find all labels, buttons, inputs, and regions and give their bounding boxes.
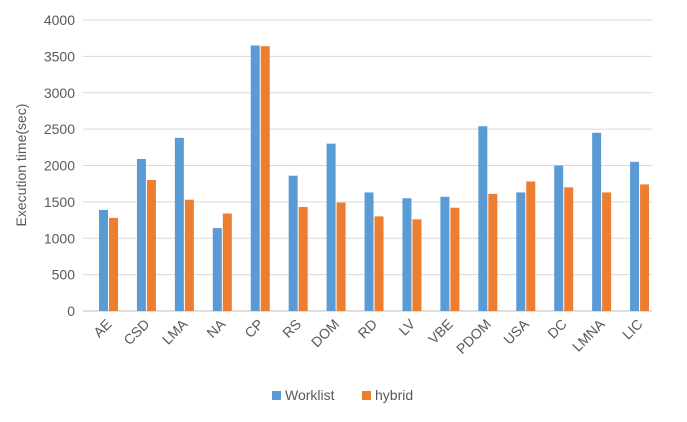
x-tick-label: LMA xyxy=(159,315,191,347)
x-tick-label: RS xyxy=(279,316,304,341)
x-tick-label: RD xyxy=(355,316,381,342)
bar-hybrid-rd xyxy=(374,216,384,311)
legend-swatch-hybrid xyxy=(362,391,371,400)
bar-worklist-dc xyxy=(554,165,564,311)
x-tick-label: VBE xyxy=(425,316,456,347)
bar-worklist-cp xyxy=(250,45,260,312)
y-tick-label: 0 xyxy=(67,303,75,319)
y-tick-label: 3000 xyxy=(44,85,75,101)
x-tick-label: LIC xyxy=(619,316,646,343)
bar-worklist-ae xyxy=(99,209,108,311)
bar-hybrid-pdom xyxy=(488,193,498,311)
bar-hybrid-dom xyxy=(336,202,346,311)
x-tick-label: DC xyxy=(544,316,570,342)
bar-hybrid-lmna xyxy=(602,192,612,311)
y-tick-label: 2000 xyxy=(44,158,75,174)
bar-hybrid-lma xyxy=(184,199,194,311)
bar-hybrid-lic xyxy=(640,184,650,311)
bar-hybrid-usa xyxy=(526,181,536,311)
bar-worklist-lma xyxy=(174,137,184,311)
legend-label-hybrid: hybrid xyxy=(375,387,413,403)
legend: Worklist hybrid xyxy=(272,387,413,403)
bar-worklist-lmna xyxy=(592,132,602,311)
bar-worklist-pdom xyxy=(478,126,488,311)
bar-worklist-na xyxy=(212,228,222,311)
y-tick-label: 500 xyxy=(52,267,76,283)
y-axis-title: Execution time(sec) xyxy=(13,104,29,227)
bar-hybrid-ae xyxy=(109,217,118,311)
bar-worklist-lic xyxy=(630,161,640,311)
x-tick-label: DOM xyxy=(308,316,342,350)
x-tick-label: CSD xyxy=(120,316,152,348)
bar-hybrid-lv xyxy=(412,219,422,311)
y-tick-label: 1000 xyxy=(44,230,75,246)
legend-label-worklist: Worklist xyxy=(285,387,335,403)
x-tick-label: LV xyxy=(395,315,418,338)
bar-hybrid-na xyxy=(222,213,232,311)
y-tick-label: 2500 xyxy=(44,121,75,137)
y-tick-label: 4000 xyxy=(44,12,75,28)
x-tick-label: USA xyxy=(500,315,532,347)
bar-worklist-rd xyxy=(364,192,374,311)
y-tick-label: 1500 xyxy=(44,194,75,210)
bar-worklist-rs xyxy=(288,175,298,311)
legend-swatch-worklist xyxy=(272,391,281,400)
bar-hybrid-csd xyxy=(146,180,156,311)
bar-worklist-vbe xyxy=(440,196,450,311)
bars xyxy=(99,45,650,312)
x-tick-label: NA xyxy=(203,315,229,341)
bar-hybrid-cp xyxy=(260,46,270,311)
x-tick-label: LMNA xyxy=(569,315,608,354)
bar-hybrid-vbe xyxy=(450,207,460,311)
bar-worklist-csd xyxy=(136,158,146,311)
y-tick-label: 3500 xyxy=(44,48,75,64)
x-tick-label: CP xyxy=(241,316,266,341)
x-tick-label: AE xyxy=(90,316,115,341)
bar-worklist-lv xyxy=(402,198,412,311)
bar-hybrid-rs xyxy=(298,206,308,311)
bar-worklist-dom xyxy=(326,143,336,311)
x-tick-label: PDOM xyxy=(453,316,494,357)
bar-worklist-usa xyxy=(516,192,526,311)
bar-hybrid-dc xyxy=(564,187,574,311)
y-tick-labels: 0 500 1000 1500 2000 2500 3000 3500 4000 xyxy=(44,12,75,319)
